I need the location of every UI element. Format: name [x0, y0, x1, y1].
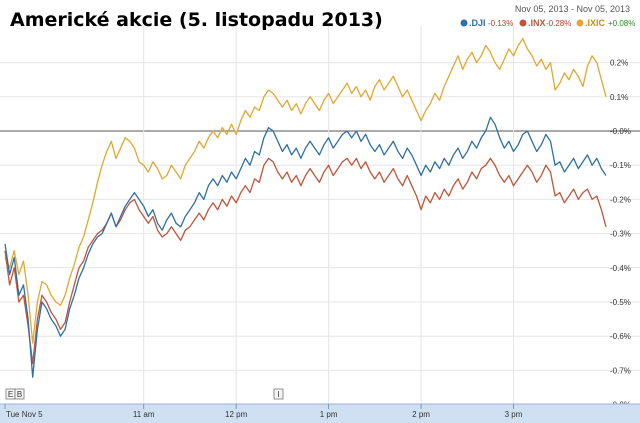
marker-b-box[interactable] — [14, 388, 25, 400]
series-line-dji — [4, 116, 607, 378]
x-tick-label-5: 3 pm — [505, 410, 523, 419]
y-tick-label-2: -0.0% — [610, 127, 631, 136]
y-tick-label-9: -0.7% — [610, 366, 631, 375]
legend-marker-ixic — [576, 19, 584, 27]
x-tick-label-1: 11 am — [133, 410, 155, 419]
y-tick-label-7: -0.5% — [610, 298, 631, 307]
x-tick-label-3: 1 pm — [320, 410, 338, 419]
marker-i[interactable]: I — [277, 390, 279, 399]
y-tick-label-4: -0.2% — [610, 195, 631, 204]
legend-marker-inx — [519, 19, 527, 27]
series-lines — [4, 38, 607, 378]
event-markers[interactable]: E B I — [5, 388, 284, 400]
legend-ixic-change: +0.08% — [608, 19, 635, 28]
y-tick-label-8: -0.6% — [610, 332, 631, 341]
date-range: Nov 05, 2013 - Nov 05, 2013 — [515, 4, 630, 14]
y-tick-label-1: 0.1% — [610, 93, 628, 102]
legend: .DJI -0.13% .INX -0.28% .IXIC +0.08% — [460, 18, 635, 28]
series-line-ixic — [4, 38, 607, 344]
legend-inx-name: .INX — [528, 18, 546, 28]
y-tick-label-3: -0.1% — [610, 161, 631, 170]
legend-dji-change: -0.13% — [488, 19, 513, 28]
y-tick-label-0: 0.2% — [610, 59, 628, 68]
x-axis-band — [0, 403, 640, 423]
gridlines — [0, 26, 640, 406]
y-tick-label-5: -0.3% — [610, 230, 631, 239]
x-tick-label-0: Tue Nov 5 — [6, 410, 43, 419]
y-tick-label-6: -0.4% — [610, 264, 631, 273]
marker-i-box[interactable] — [273, 388, 284, 400]
marker-e[interactable]: E — [8, 390, 13, 399]
legend-inx-change: -0.28% — [546, 19, 571, 28]
x-axis-ticks: Tue Nov 5 11 am 12 pm 1 pm 2 pm 3 pm — [4, 404, 523, 419]
legend-ixic-name: .IXIC — [585, 18, 606, 28]
legend-marker-dji — [460, 19, 468, 27]
marker-b[interactable]: B — [17, 390, 22, 399]
series-line-inx — [4, 157, 607, 365]
legend-dji-name: .DJI — [469, 18, 486, 28]
chart-title: Americké akcie (5. listopadu 2013) — [10, 9, 383, 31]
x-tick-label-4: 2 pm — [412, 410, 430, 419]
y-axis-ticks: 0.2% 0.1% -0.0% -0.1% -0.2% -0.3% -0.4% -0.5% -0… — [610, 59, 631, 410]
x-axis-background — [0, 404, 640, 423]
x-tick-label-2: 12 pm — [225, 410, 248, 419]
